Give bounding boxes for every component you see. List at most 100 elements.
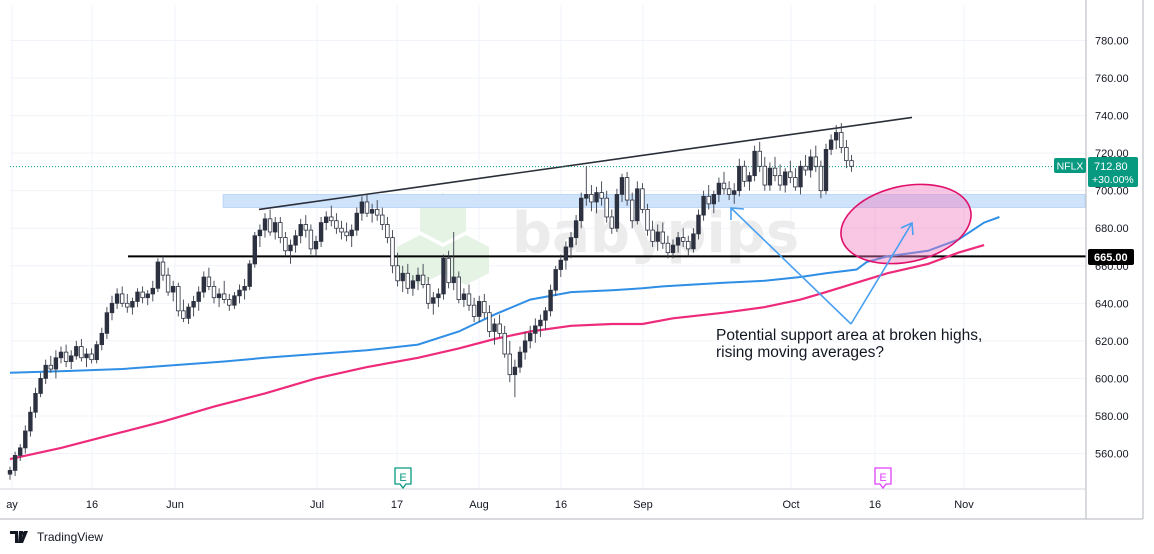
candle[interactable] (201, 271, 206, 298)
candle[interactable] (788, 160, 793, 184)
candle[interactable] (609, 209, 614, 234)
candle[interactable] (48, 355, 53, 373)
candle[interactable] (502, 325, 507, 358)
candle[interactable] (573, 215, 579, 246)
candle[interactable] (461, 288, 467, 308)
candle[interactable] (507, 340, 512, 383)
candle[interactable] (385, 216, 390, 244)
tradingview-footer[interactable]: TradingView (10, 528, 103, 546)
candle[interactable] (323, 211, 329, 231)
candle[interactable] (466, 284, 472, 311)
candle[interactable] (420, 263, 426, 289)
candle[interactable] (58, 346, 64, 364)
candle[interactable] (140, 286, 145, 304)
time-axis[interactable]: ay 16 Jun Jul 17 Aug 16 Sep Oct 16 Nov (0, 488, 1143, 520)
candle[interactable] (400, 265, 405, 293)
candle[interactable] (28, 406, 33, 437)
candle[interactable] (706, 185, 711, 210)
candle[interactable] (165, 267, 171, 296)
candle[interactable] (63, 344, 69, 368)
candle[interactable] (839, 123, 844, 154)
candle[interactable] (624, 171, 630, 206)
candle[interactable] (43, 359, 48, 385)
candle[interactable] (364, 194, 370, 217)
candle[interactable] (84, 348, 89, 368)
candle[interactable] (79, 338, 84, 362)
candle[interactable] (257, 224, 263, 247)
support-ellipse[interactable] (834, 173, 979, 275)
candle[interactable] (272, 216, 278, 240)
candle[interactable] (288, 239, 293, 264)
candle[interactable] (415, 267, 421, 291)
candle[interactable] (818, 160, 824, 199)
candle[interactable] (655, 224, 660, 251)
candle[interactable] (584, 166, 589, 206)
candle[interactable] (670, 239, 676, 259)
candle[interactable] (522, 331, 528, 360)
candle[interactable] (798, 160, 803, 195)
candle[interactable] (726, 181, 732, 201)
candle[interactable] (38, 372, 43, 398)
candle[interactable] (283, 231, 288, 257)
candle[interactable] (614, 188, 620, 232)
candle[interactable] (451, 231, 456, 291)
candle[interactable] (752, 145, 757, 182)
candle[interactable] (7, 466, 13, 480)
candle[interactable] (793, 168, 798, 191)
candle[interactable] (150, 280, 155, 302)
candle[interactable] (135, 288, 140, 308)
candle[interactable] (828, 134, 834, 156)
candle[interactable] (94, 340, 99, 364)
candle[interactable] (599, 181, 604, 206)
candle[interactable] (604, 190, 609, 223)
candle[interactable] (823, 143, 829, 195)
candle[interactable] (252, 231, 257, 268)
candle[interactable] (74, 340, 79, 360)
candle[interactable] (456, 271, 461, 304)
earnings-marker[interactable]: E (874, 467, 892, 490)
candle[interactable] (405, 263, 410, 294)
candle[interactable] (533, 318, 538, 343)
candle[interactable] (482, 293, 487, 319)
candle[interactable] (660, 222, 665, 249)
candle[interactable] (160, 256, 166, 281)
candle[interactable] (176, 282, 181, 317)
candle[interactable] (12, 451, 18, 477)
candle[interactable] (206, 267, 212, 291)
candle[interactable] (476, 295, 482, 323)
candle[interactable] (777, 164, 783, 191)
candle[interactable] (23, 425, 28, 454)
candle[interactable] (436, 288, 441, 308)
candle[interactable] (410, 275, 416, 296)
candle[interactable] (568, 231, 574, 259)
candle[interactable] (125, 293, 130, 313)
candle[interactable] (69, 350, 74, 370)
candle[interactable] (395, 252, 400, 287)
candle[interactable] (471, 297, 477, 323)
candle[interactable] (563, 241, 569, 270)
candle[interactable] (211, 280, 217, 304)
candle[interactable] (665, 235, 671, 259)
candle[interactable] (558, 254, 563, 278)
candle[interactable] (104, 307, 110, 339)
resistance-trendline[interactable] (258, 116, 913, 211)
candle[interactable] (17, 444, 23, 462)
arrow-left[interactable] (730, 207, 852, 325)
candle[interactable] (344, 222, 349, 242)
candle[interactable] (844, 139, 849, 169)
candle[interactable] (369, 203, 375, 223)
candle[interactable] (298, 218, 303, 244)
candle[interactable] (33, 387, 38, 418)
ma-200-line[interactable] (9, 244, 985, 461)
candle[interactable] (221, 280, 227, 304)
candle[interactable] (701, 190, 706, 221)
candle[interactable] (339, 220, 344, 240)
candle[interactable] (630, 192, 635, 229)
candle[interactable] (762, 156, 767, 191)
candle[interactable] (196, 286, 201, 311)
candle[interactable] (446, 250, 451, 289)
candle[interactable] (783, 168, 788, 193)
candle[interactable] (772, 156, 778, 182)
candle[interactable] (186, 303, 191, 324)
